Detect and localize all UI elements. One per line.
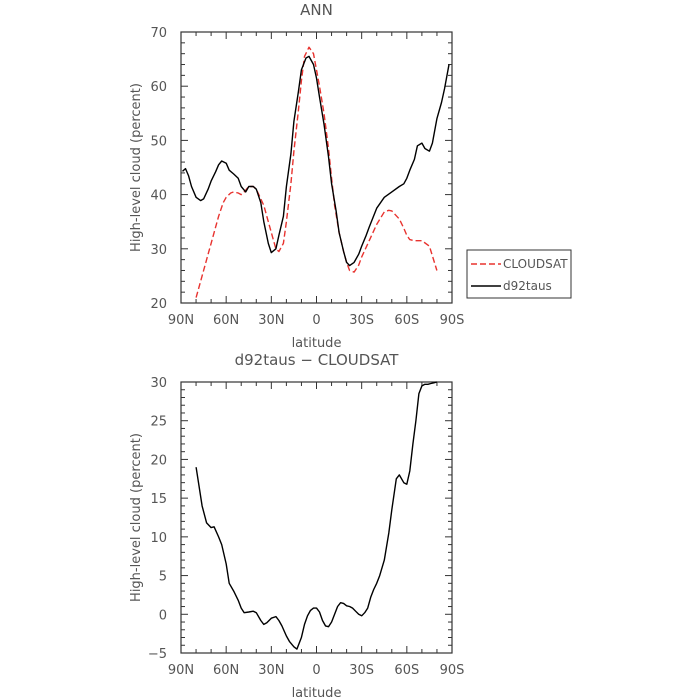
top-x-tick-label: 60S	[394, 313, 419, 328]
bottom-x-tick-label: 30N	[258, 663, 284, 678]
bottom-x-tick-label: 0	[312, 663, 320, 678]
bottom-plot-frame	[180, 381, 453, 654]
bottom-y-tick-label: 5	[159, 570, 167, 585]
top-y-tick-label: 40	[150, 189, 167, 204]
top-chart-title: ANN	[300, 1, 333, 19]
bottom-y-tick-label: 10	[150, 531, 167, 546]
top-y-tick-label: 70	[150, 26, 167, 41]
top-x-tick-label: 90S	[440, 313, 465, 328]
bottom-y-tick-label: 15	[150, 492, 167, 507]
bottom-y-tick-label: 30	[150, 376, 167, 391]
top-panel: 90N 60N 30N 0 30S 60S 90S 20 30 40 50 60 70 ANN latitu…	[129, 1, 572, 351]
top-x-tick-label: 30N	[258, 313, 284, 328]
legend-box	[466, 249, 572, 299]
top-x-tick-label: 30S	[349, 313, 374, 328]
bottom-chart-title: d92taus − CLOUDSAT	[235, 351, 400, 369]
legend-label-d92taus: d92taus	[503, 279, 552, 293]
top-y-tick-label: 50	[150, 134, 167, 149]
top-y-tick-label: 60	[150, 80, 167, 95]
bottom-series-difference-line	[195, 381, 438, 650]
bottom-x-tick-label: 30S	[349, 663, 374, 678]
top-y-tick-label: 20	[150, 297, 167, 312]
bottom-x-tick-label: 60N	[213, 663, 239, 678]
bottom-panel: 90N 60N 30N 0 30S 60S 90S −5 0 5 10 15 20 25 30 d92taus…	[129, 351, 464, 700]
top-x-tick-label: 60N	[213, 313, 239, 328]
bottom-x-axis-label: latitude	[292, 686, 342, 700]
top-x-axis-label: latitude	[292, 336, 342, 351]
bottom-y-axis-label: High-level cloud (percent)	[129, 433, 144, 602]
top-x-tick-label: 0	[312, 313, 320, 328]
top-series-d92taus-line	[182, 55, 450, 267]
top-series-cloudsat-line	[195, 46, 438, 298]
bottom-x-tick-label: 90S	[440, 663, 465, 678]
legend-label-cloudsat: CLOUDSAT	[503, 257, 568, 271]
bottom-y-tick-label: 0	[159, 608, 167, 623]
top-y-tick-label: 30	[150, 243, 167, 258]
top-x-tick-label: 90N	[168, 313, 194, 328]
bottom-y-tick-label: 25	[150, 415, 167, 430]
bottom-x-tick-label: 90N	[168, 663, 194, 678]
top-y-axis-label: High-level cloud (percent)	[129, 83, 144, 252]
bottom-y-tick-label: −5	[148, 647, 167, 662]
bottom-y-tick-label: 20	[150, 453, 167, 468]
bottom-x-tick-label: 60S	[394, 663, 419, 678]
